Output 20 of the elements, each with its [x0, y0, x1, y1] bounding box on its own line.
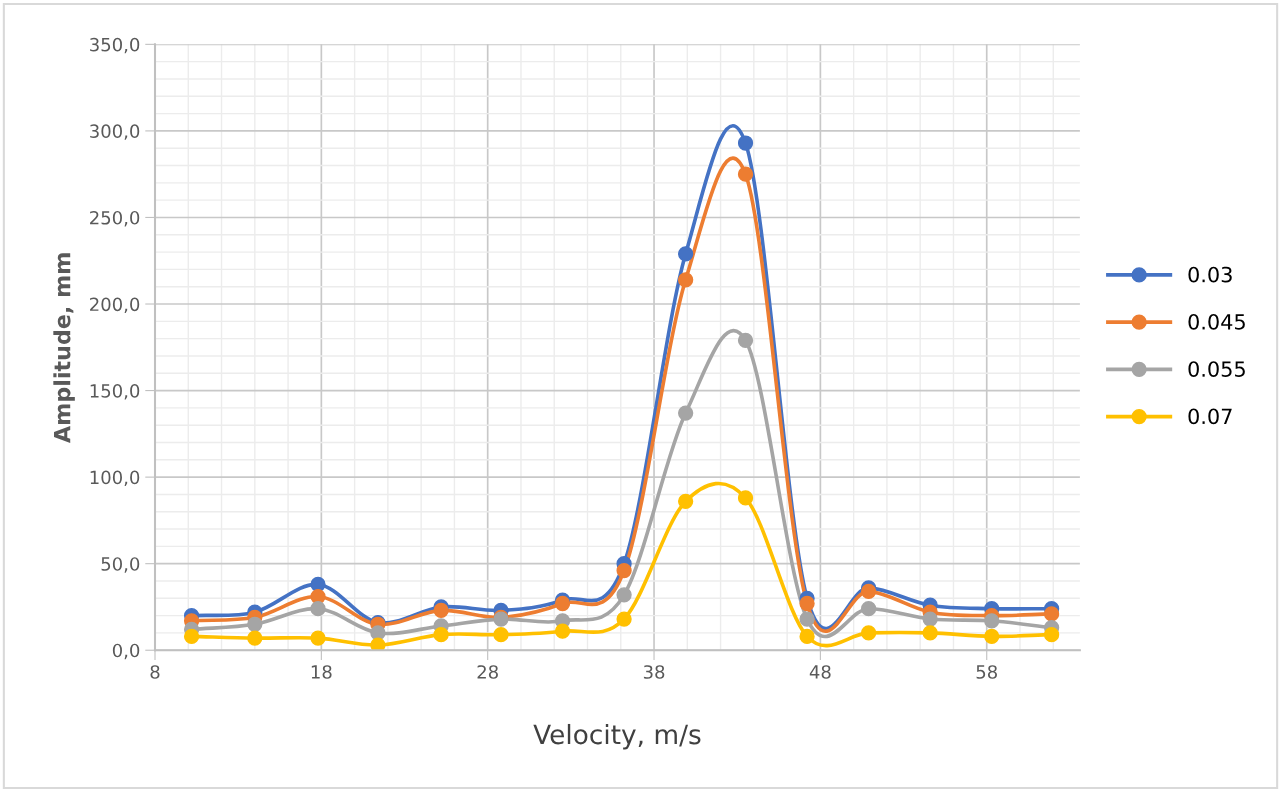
- x-tick-label: 58: [976, 665, 997, 679]
- y-tick-label: 100,0: [90, 470, 140, 487]
- y-tick-label: 200,0: [90, 297, 140, 313]
- y-axis-title: Amplitude, mm: [53, 253, 75, 443]
- y-tick-label: 350,0: [90, 37, 140, 54]
- y-tick-label: 250,0: [90, 210, 140, 227]
- x-tick-label: 18: [311, 665, 332, 679]
- y-tick-label: 300,0: [90, 124, 140, 140]
- y-tick-label: 150,0: [90, 384, 140, 400]
- legend-label: 0.055: [1188, 361, 1245, 377]
- x-tick-label: 8: [150, 665, 160, 679]
- x-axis-title: Velocity, m/s: [533, 723, 701, 750]
- x-tick-label: 38: [643, 665, 665, 679]
- legend-label: 0.045: [1188, 313, 1245, 330]
- x-tick-label: 48: [809, 665, 831, 679]
- legend-label: 0.07: [1188, 408, 1232, 425]
- x-tick-label: 28: [477, 665, 498, 679]
- y-tick-label: 50,0: [101, 557, 140, 573]
- legend-label: 0.03: [1188, 266, 1232, 283]
- y-tick-label: 0,0: [112, 643, 140, 660]
